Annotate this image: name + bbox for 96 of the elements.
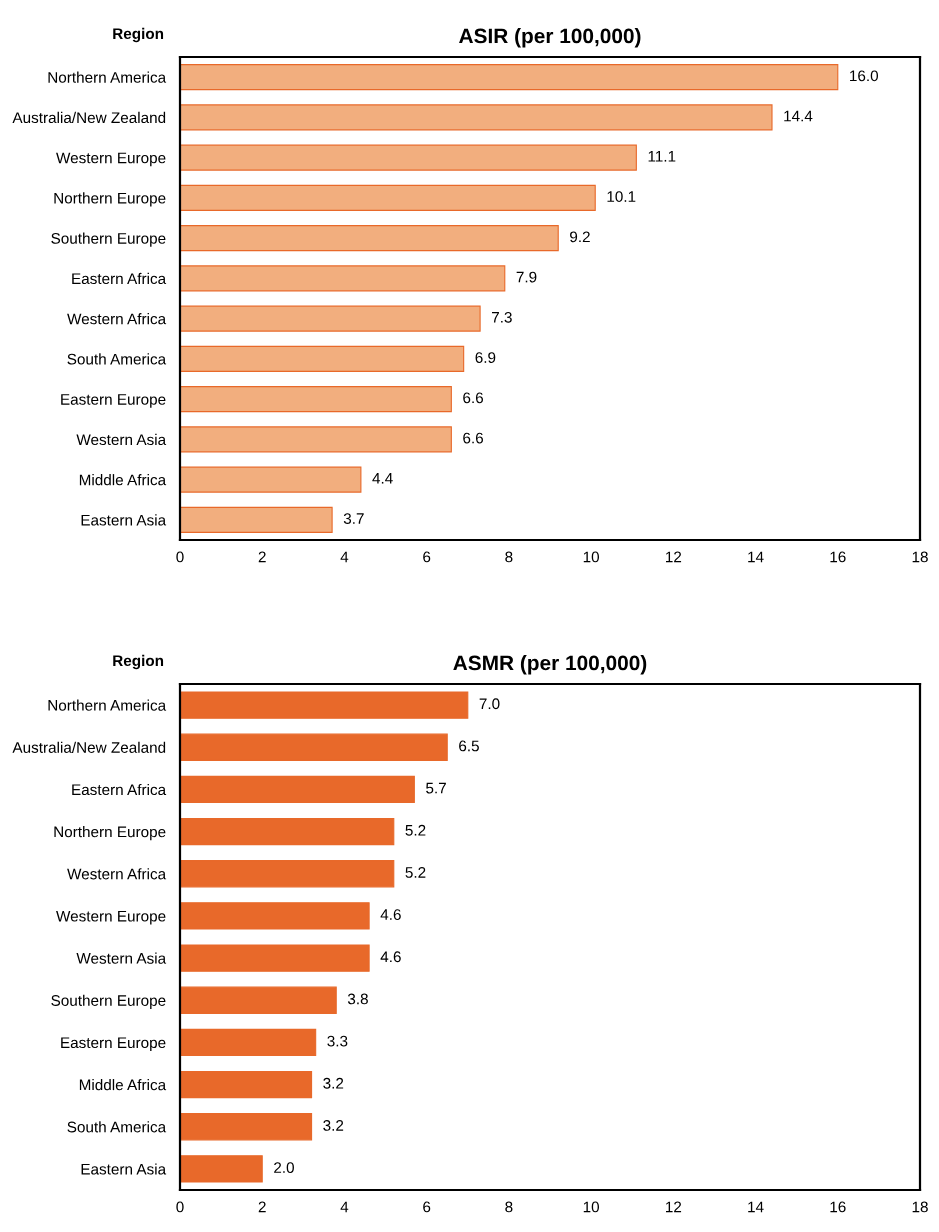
bar (180, 466, 362, 493)
bar (180, 506, 333, 533)
data-label: 4.6 (380, 951, 401, 963)
data-label: 10.1 (607, 191, 636, 202)
x-tick-label: 12 (666, 1201, 682, 1213)
data-label: 3.8 (347, 993, 368, 1005)
bar (180, 305, 481, 332)
y-tick-label: Northern Europe (54, 826, 166, 841)
y-tick-label: Middle Africa (79, 1079, 167, 1091)
x-tick-label: 0 (176, 551, 184, 563)
y-tick-label: Australia/New Zealand (12, 111, 166, 124)
data-label: 6.6 (463, 392, 484, 404)
bar (180, 902, 370, 930)
data-label: 11.1 (648, 151, 676, 162)
y-tick-label: Eastern Africa (72, 272, 167, 285)
y-tick-label: Eastern Africa (72, 783, 167, 796)
x-tick-label: 16 (830, 1201, 846, 1213)
data-label: 3.3 (327, 1035, 348, 1047)
chart-title: ASMR (per 100,000) (453, 655, 647, 675)
x-tick-label: 2 (258, 551, 266, 563)
y-tick-label: Eastern Asia (81, 1163, 167, 1175)
y-tick-label: Middle Africa (79, 474, 167, 486)
y-axis-title: Region (113, 654, 164, 670)
y-tick-label: Western Africa (67, 868, 167, 880)
y-tick-label: South America (67, 353, 167, 365)
x-tick-label: 18 (912, 1201, 928, 1213)
y-tick-label: Eastern Asia (81, 514, 167, 526)
x-tick-label: 0 (176, 1201, 184, 1213)
chart-title: ASIR (per 100,000) (459, 28, 641, 48)
x-tick-label: 6 (423, 551, 431, 563)
bar (180, 1070, 313, 1099)
data-label: 6.6 (463, 432, 484, 444)
y-tick-label: Northern Europe (54, 192, 166, 207)
bar (180, 104, 773, 131)
y-tick-label: Northern America (48, 699, 167, 711)
data-label: 6.9 (475, 352, 496, 363)
data-label: 16.0 (850, 70, 879, 82)
bar (180, 265, 506, 292)
y-tick-label: Northern America (48, 71, 167, 83)
x-tick-label: 6 (423, 1201, 431, 1213)
x-tick-label: 12 (666, 551, 682, 563)
x-tick-label: 4 (340, 1201, 349, 1213)
bar (180, 64, 839, 91)
y-tick-label: Western Africa (67, 313, 167, 325)
bar (180, 184, 596, 211)
x-tick-label: 8 (505, 551, 513, 563)
x-tick-label: 8 (505, 1201, 513, 1213)
x-tick-label: 14 (748, 1201, 764, 1213)
bar (180, 225, 559, 252)
bar (180, 386, 452, 413)
y-tick-label: Southern Europe (51, 994, 166, 1009)
x-tick-label: 4 (340, 551, 349, 563)
data-label: 7.9 (516, 271, 537, 283)
bar (180, 345, 465, 372)
bar (180, 986, 337, 1014)
bar (180, 426, 452, 453)
bar (180, 1028, 317, 1057)
x-tick-label: 10 (583, 1201, 600, 1213)
data-label: 4.6 (380, 909, 401, 921)
y-axis-title: Region (113, 27, 164, 43)
x-tick-label: 2 (258, 1201, 266, 1213)
data-label: 3.2 (323, 1077, 344, 1089)
y-tick-label: Western Asia (76, 952, 167, 964)
bar (180, 733, 448, 761)
data-label: 9.2 (570, 231, 590, 243)
y-tick-label: Western Europe (56, 910, 166, 925)
bar (180, 817, 395, 846)
data-label: 7.3 (492, 311, 512, 323)
y-tick-label: Southern Europe (51, 232, 166, 247)
y-tick-label: Western Europe (56, 152, 166, 167)
data-label: 5.2 (405, 824, 426, 836)
bar (180, 1155, 263, 1183)
bar (180, 691, 469, 719)
x-tick-label: 10 (583, 551, 600, 563)
data-label: 2.0 (274, 1162, 294, 1174)
data-label: 3.2 (323, 1120, 344, 1131)
y-tick-label: Eastern Europe (61, 1037, 166, 1052)
y-tick-label: Australia/New Zealand (12, 741, 166, 753)
data-label: 4.4 (372, 473, 393, 484)
data-label: 5.7 (426, 782, 446, 794)
data-label: 14.4 (784, 110, 813, 122)
bar (180, 1113, 313, 1141)
data-label: 5.2 (405, 867, 426, 878)
y-tick-label: South America (67, 1121, 167, 1133)
x-tick-label: 14 (748, 551, 764, 563)
x-tick-label: 16 (830, 551, 846, 563)
y-tick-label: Eastern Europe (61, 394, 166, 408)
x-tick-label: 18 (912, 551, 928, 563)
data-label: 7.0 (479, 698, 500, 710)
bar (180, 144, 637, 171)
bar (180, 944, 370, 972)
data-label: 3.7 (343, 513, 364, 524)
bar (180, 775, 415, 804)
bar (180, 860, 395, 888)
data-label: 6.5 (459, 740, 479, 752)
y-tick-label: Western Asia (76, 433, 167, 446)
